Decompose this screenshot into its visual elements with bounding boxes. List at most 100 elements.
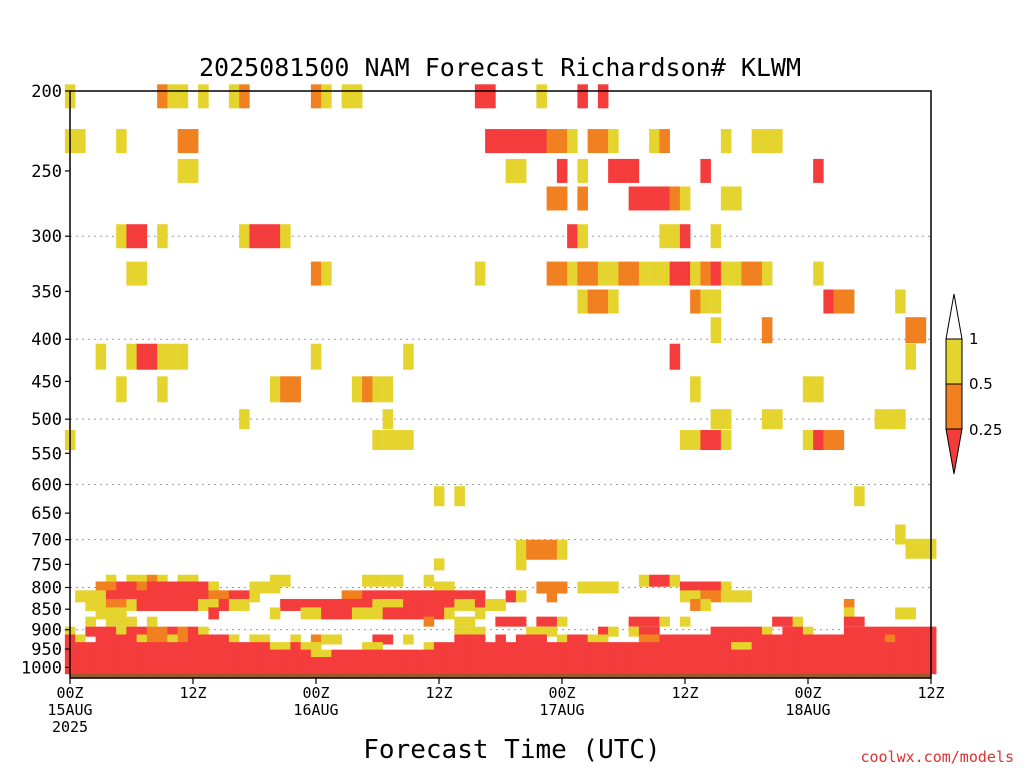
- ri-cell: [741, 634, 752, 645]
- ri-cell: [546, 261, 558, 286]
- ri-cell: [249, 657, 260, 667]
- ri-cell: [177, 581, 189, 594]
- ri-cell: [208, 590, 219, 603]
- ri-cell: [874, 657, 886, 667]
- y-tick-label: 1000: [21, 658, 62, 678]
- y-axis-ticks: 200 250 300 350 400 450 500 550 600 650 700 750 8008…: [21, 82, 70, 678]
- ri-cell: [392, 664, 404, 675]
- ri-cell: [126, 590, 137, 603]
- ri-cell: [915, 634, 927, 645]
- y-tick-label: 550: [31, 444, 62, 464]
- ri-cell: [864, 626, 875, 637]
- ri-cell: [218, 590, 230, 603]
- ri-cell: [444, 642, 455, 653]
- ri-cell: [403, 598, 414, 611]
- ri-cell: [710, 581, 722, 594]
- ri-cell: [536, 581, 547, 594]
- ri-cell: [167, 642, 178, 653]
- ri-cell: [310, 261, 322, 286]
- ri-cell: [157, 642, 168, 653]
- ri-cell: [167, 626, 178, 637]
- ri-cell: [177, 657, 189, 667]
- ri-cell: [577, 664, 588, 675]
- ri-cell: [895, 664, 906, 675]
- ri-cell: [505, 590, 517, 603]
- ri-cell: [649, 642, 660, 653]
- ri-cell: [731, 642, 742, 653]
- ri-cell: [157, 343, 168, 370]
- ri-cell: [403, 607, 414, 620]
- ri-cell: [454, 486, 465, 507]
- ri-cell: [874, 649, 886, 660]
- ri-cell: [187, 590, 199, 603]
- ri-cell: [679, 657, 691, 667]
- ri-cell: [341, 649, 353, 660]
- x-tick-label: 12Z: [671, 684, 698, 702]
- ri-cell: [741, 649, 752, 660]
- colorbar-legend: 1 0.5 0.25: [945, 293, 1002, 475]
- ri-cell: [464, 598, 476, 611]
- ri-cell: [95, 607, 107, 620]
- ri-cell: [597, 626, 609, 637]
- ri-cell: [556, 616, 568, 627]
- ri-cell: [813, 649, 824, 660]
- ri-cell: [321, 261, 332, 286]
- ri-cell: [843, 289, 855, 314]
- ri-cell: [392, 590, 404, 603]
- ri-cell: [556, 539, 568, 560]
- ri-cell: [177, 649, 189, 660]
- ri-cell: [608, 581, 619, 594]
- ri-cell: [187, 626, 199, 637]
- x-tick-label: 2025: [52, 718, 88, 736]
- ri-cell: [444, 607, 455, 620]
- ri-cell: [146, 626, 158, 637]
- ri-cell: [823, 642, 834, 653]
- ri-cell: [259, 581, 271, 594]
- ri-cell: [628, 261, 640, 286]
- ri-cell: [608, 649, 619, 660]
- ri-cell: [884, 409, 896, 430]
- ri-cell: [280, 649, 291, 660]
- ri-cell: [218, 634, 230, 645]
- ri-cell: [157, 84, 168, 109]
- colorbar-over-triangle: [945, 293, 963, 340]
- ri-cell: [546, 657, 558, 667]
- ri-cell: [208, 634, 219, 645]
- ri-cell: [895, 524, 906, 545]
- ri-cell: [321, 607, 332, 620]
- ri-cell: [700, 664, 711, 675]
- ri-cell: [690, 581, 701, 594]
- ri-cell: [126, 634, 137, 645]
- ri-cell: [597, 657, 609, 667]
- ri-cell: [608, 289, 619, 314]
- ri-cell: [362, 642, 373, 653]
- x-tick-label: 12Z: [179, 684, 206, 702]
- ri-cell: [208, 598, 219, 611]
- ri-cell: [505, 129, 517, 154]
- ri-cell: [700, 649, 711, 660]
- ri-cell: [720, 649, 732, 660]
- colorbar-yellow-bin: [945, 338, 963, 385]
- ri-cell: [413, 607, 424, 620]
- ri-cell: [136, 261, 148, 286]
- ri-cell: [649, 574, 660, 587]
- ri-cell: [659, 574, 670, 587]
- ri-cell: [228, 598, 240, 611]
- ri-cell: [802, 642, 814, 653]
- ri-cell: [269, 657, 281, 667]
- ri-cell: [116, 581, 127, 594]
- ri-cell: [177, 664, 189, 675]
- ri-cell: [505, 664, 517, 675]
- ri-cell: [577, 289, 588, 314]
- plot-frame: [69, 90, 932, 679]
- ri-cell: [833, 430, 845, 451]
- ri-cell: [454, 649, 465, 660]
- ri-cell: [290, 649, 301, 660]
- ri-cell: [802, 657, 814, 667]
- ri-cell: [628, 664, 640, 675]
- ri-cell: [372, 642, 383, 653]
- ri-cell: [187, 581, 199, 594]
- ri-cell: [228, 634, 240, 645]
- ri-cell: [382, 607, 394, 620]
